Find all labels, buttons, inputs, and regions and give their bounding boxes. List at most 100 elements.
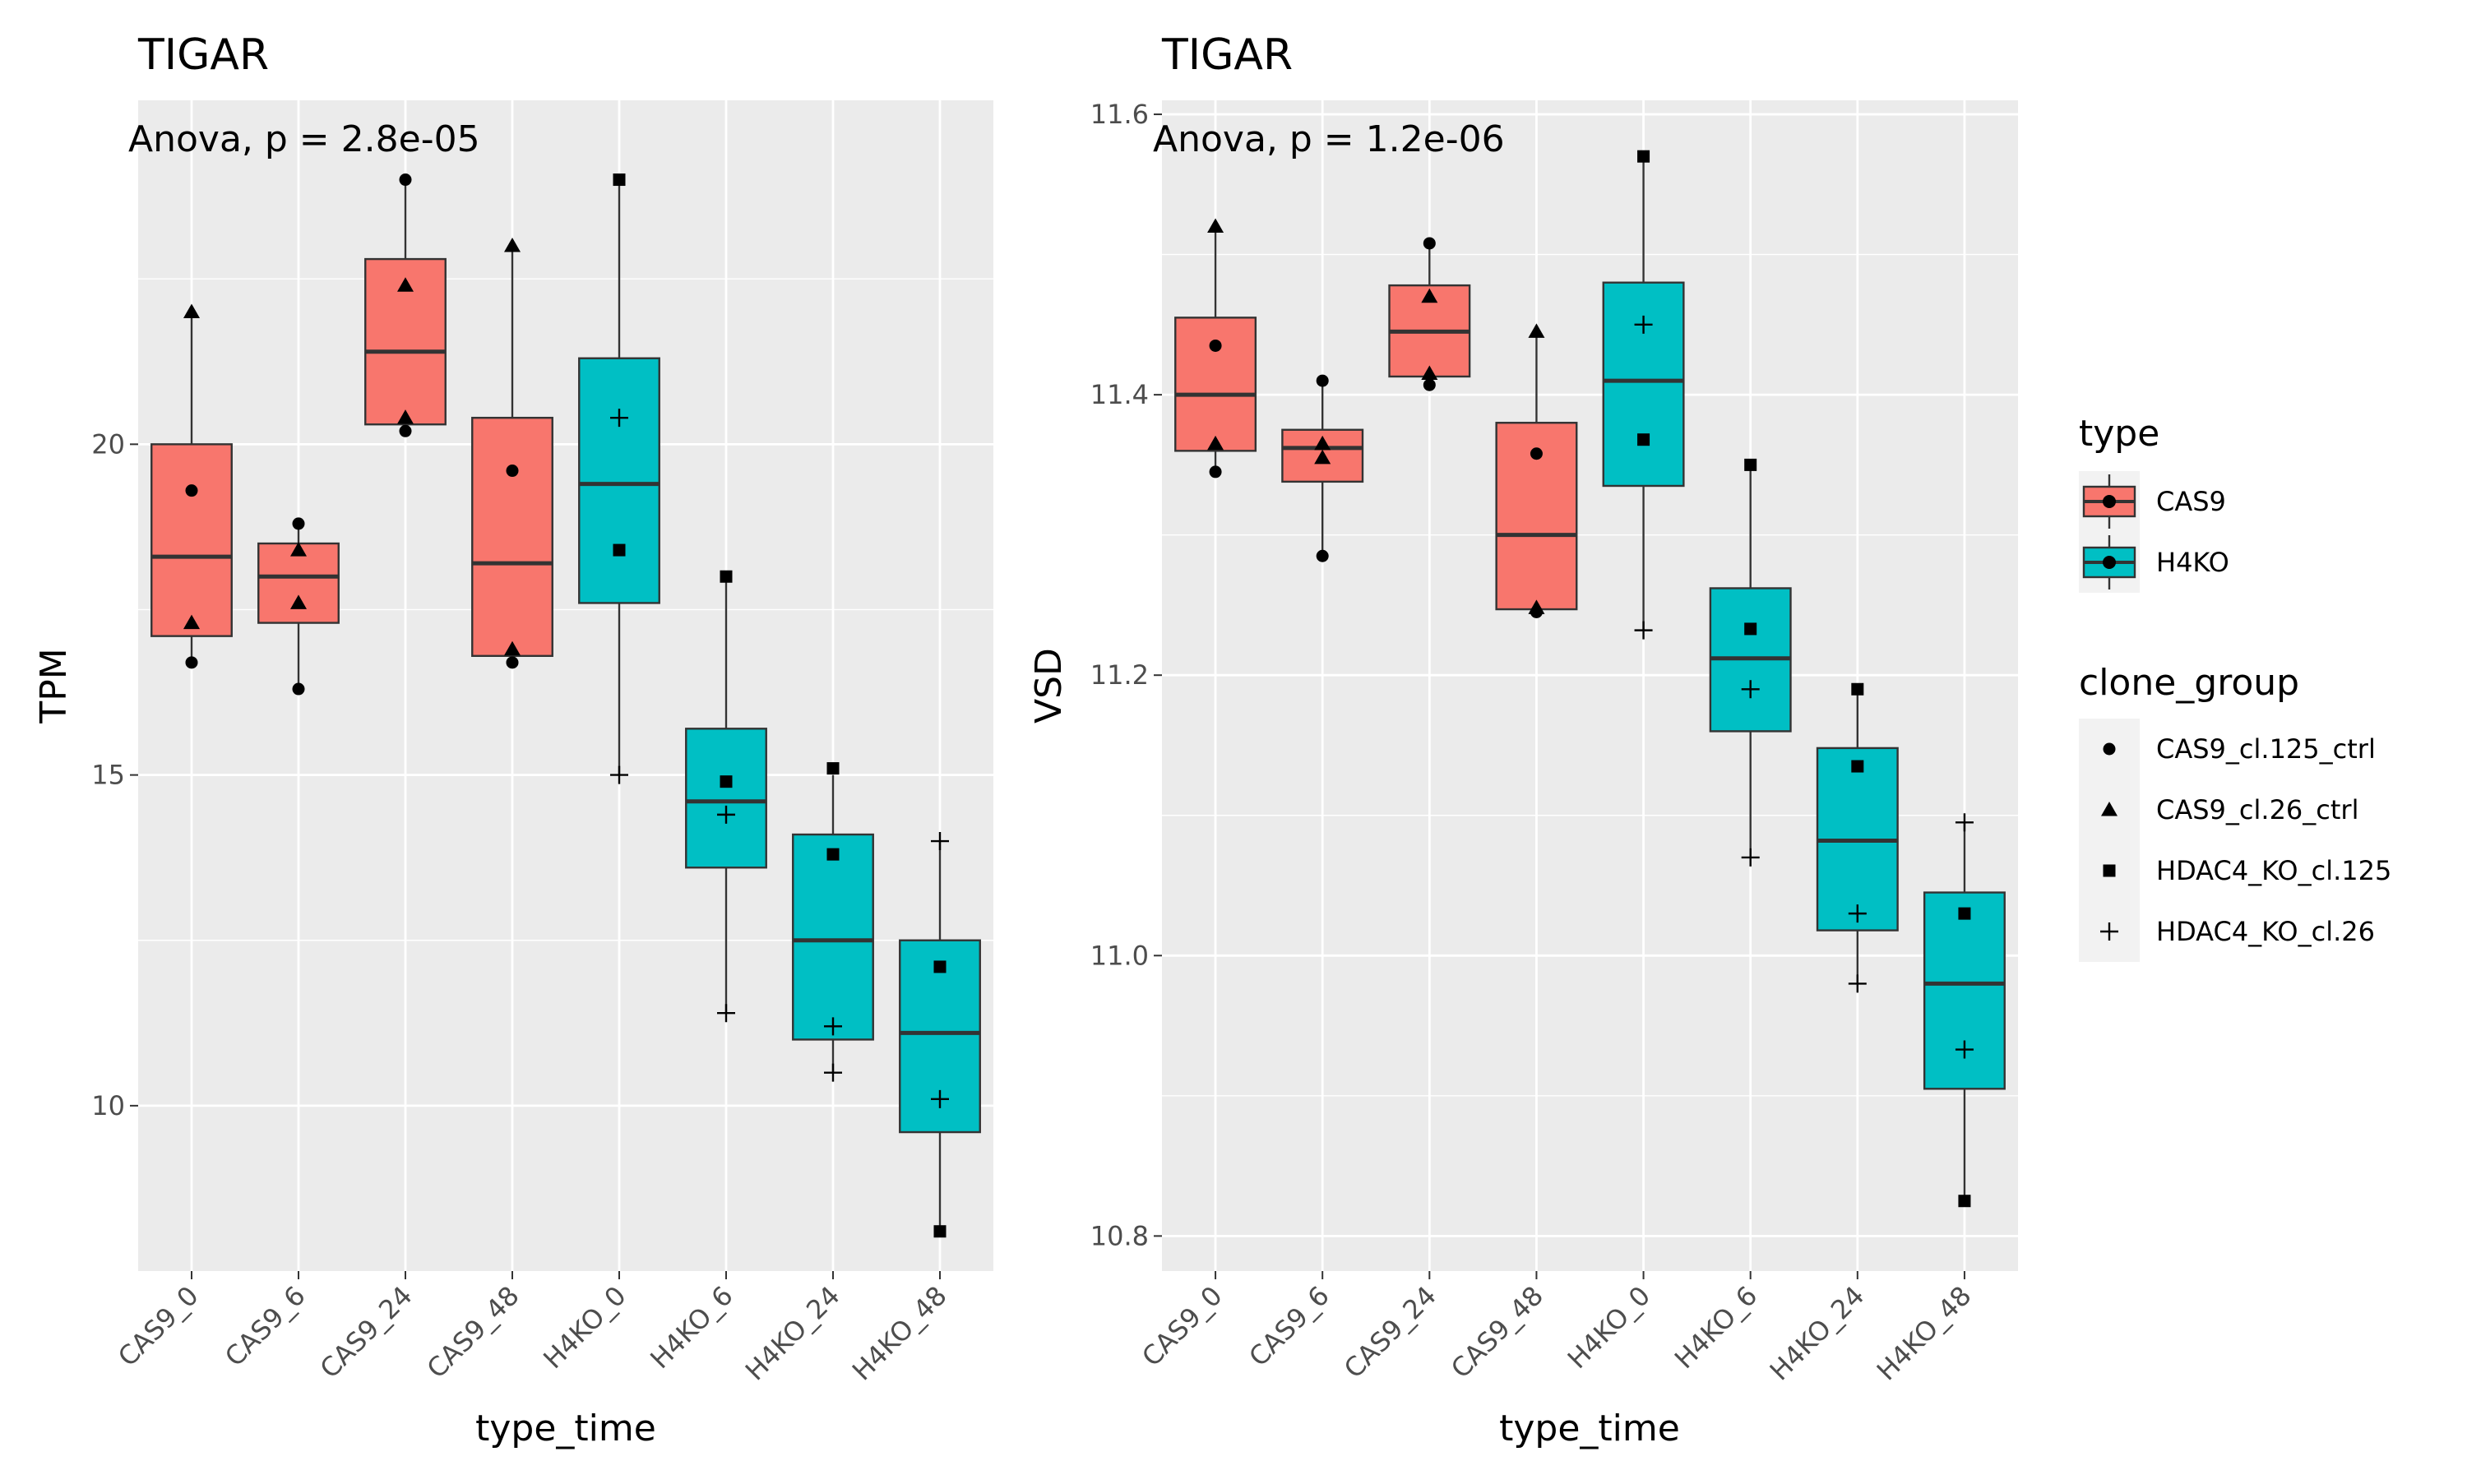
box-cas9-0 [150,312,233,663]
point-hdac4-ko-cl-125 [1744,622,1757,636]
data-points [1207,150,1974,1208]
point-hdac4-ko-cl-125 [1637,433,1650,446]
x-axis-title: type_time [1499,1408,1680,1449]
point-hdac4-ko-cl-26 [1741,848,1760,867]
boxplots [150,179,981,1232]
point-cas9-cl-125-ctrl [399,424,412,437]
chart-vsd: TIGAR Anova, p = 1.2e-06 10.8 11.0 11.2 11.… [1028,30,2018,1449]
point-cas9-cl-26-ctrl [1207,218,1224,233]
chart-title: TIGAR [137,30,269,80]
data-points [183,173,949,1238]
legend-key-triangle-icon [2101,802,2118,816]
point-cas9-cl-26-ctrl [1528,323,1545,338]
legend-label: H4KO [2156,547,2229,578]
y-tick-label: 20 [91,428,125,460]
box-h4ko-48 [1923,822,2006,1201]
point-cas9-cl-26-ctrl [397,277,414,292]
point-cas9-cl-125-ctrl [1209,339,1222,352]
legend-label: HDAC4_KO_cl.26 [2156,916,2375,947]
y-tick-label: 11.2 [1090,659,1149,691]
y-tick-label: 10.8 [1090,1220,1149,1251]
point-cas9-cl-26-ctrl [1528,599,1545,614]
point-hdac4-ko-cl-26 [1634,315,1653,334]
legend-item-hdac4-ko-cl-26: HDAC4_KO_cl.26 [2079,901,2375,962]
panel-background [138,100,993,1271]
legend-key-circle-icon [2103,742,2116,756]
box-h4ko-24 [1816,689,1899,984]
point-hdac4-ko-cl-125 [826,762,840,775]
point-cas9-cl-125-ctrl [1316,374,1329,387]
legend-key-point [2103,556,2116,569]
legend-item-cas9-cl-26-ctrl: CAS9_cl.26_ctrl [2079,779,2358,840]
point-cas9-cl-26-ctrl [183,614,200,630]
legend-label: CAS9_cl.125_ctrl [2156,733,2376,765]
y-tick-label: 15 [91,760,125,791]
point-cas9-cl-125-ctrl [185,656,198,669]
point-cas9-cl-26-ctrl [183,303,200,318]
box-body [471,416,553,657]
point-cas9-cl-26-ctrl [504,640,521,656]
box-h4ko-6 [685,576,767,1014]
point-hdac4-ko-cl-26 [1955,1040,1974,1059]
legend-item-cas9: CAS9 [2079,471,2226,532]
point-hdac4-ko-cl-125 [1958,1195,1971,1208]
legend-key-plus-icon [2100,922,2118,941]
point-hdac4-ko-cl-125 [1851,760,1864,773]
point-hdac4-ko-cl-125 [613,173,626,187]
point-cas9-cl-125-ctrl [399,173,412,187]
point-cas9-cl-125-ctrl [1530,447,1543,460]
point-hdac4-ko-cl-26 [1741,680,1760,699]
point-hdac4-ko-cl-26 [717,1004,735,1023]
point-hdac4-ko-cl-125 [720,570,733,583]
point-hdac4-ko-cl-125 [933,960,947,973]
point-cas9-cl-26-ctrl [1421,365,1438,381]
point-hdac4-ko-cl-26 [1848,904,1867,923]
legend-item-h4ko: H4KO [2079,532,2229,593]
legend-label: CAS9 [2156,486,2226,517]
legend: type CAS9 H4KO clone_group CAS9_cl.125_ct… [2079,413,2391,962]
point-hdac4-ko-cl-125 [1958,907,1971,920]
legend-title-type: type [2079,413,2159,455]
box-h4ko-6 [1709,465,1792,858]
point-hdac4-ko-cl-26 [1848,974,1867,993]
box-body [1174,317,1257,452]
point-hdac4-ko-cl-26 [717,805,735,824]
legend-label: HDAC4_KO_cl.125 [2156,855,2391,886]
point-hdac4-ko-cl-125 [826,848,840,861]
anova-annotation: Anova, p = 2.8e-05 [128,118,480,160]
legend-label: CAS9_cl.26_ctrl [2156,794,2358,825]
anova-annotation: Anova, p = 1.2e-06 [1153,118,1505,160]
point-cas9-cl-26-ctrl [1421,288,1438,303]
point-cas9-cl-125-ctrl [506,656,519,669]
legend-clone-entries: CAS9_cl.125_ctrl CAS9_cl.26_ctrl HDAC4_KO_… [2079,719,2391,962]
point-cas9-cl-125-ctrl [292,682,305,696]
point-hdac4-ko-cl-26 [931,832,949,851]
legend-key-square-icon [2103,864,2116,877]
point-cas9-cl-125-ctrl [1316,549,1329,562]
y-tick-label: 11.4 [1090,379,1149,410]
y-tick-label: 10 [91,1090,125,1121]
point-hdac4-ko-cl-125 [1637,150,1650,163]
box-body [792,833,874,1041]
point-cas9-cl-26-ctrl [504,237,521,252]
point-hdac4-ko-cl-26 [610,765,628,784]
y-tick-label: 11.6 [1090,99,1149,130]
point-hdac4-ko-cl-125 [720,775,733,788]
x-axis-title: type_time [475,1408,656,1449]
box-h4ko-0 [578,179,660,775]
point-cas9-cl-26-ctrl [290,542,307,557]
point-hdac4-ko-cl-125 [1851,682,1864,696]
point-cas9-cl-26-ctrl [1314,449,1331,465]
point-hdac4-ko-cl-26 [1955,813,1974,832]
y-axis-title: TPM [33,648,75,724]
y-tick-label: 11.0 [1090,940,1149,971]
legend-key-point [2103,495,2116,508]
legend-item-hdac4-ko-cl-125: HDAC4_KO_cl.125 [2079,840,2391,901]
point-cas9-cl-125-ctrl [1423,237,1436,250]
point-hdac4-ko-cl-125 [1744,458,1757,471]
point-cas9-cl-125-ctrl [292,517,305,530]
legend-type-entries: CAS9 H4KO [2079,471,2229,593]
